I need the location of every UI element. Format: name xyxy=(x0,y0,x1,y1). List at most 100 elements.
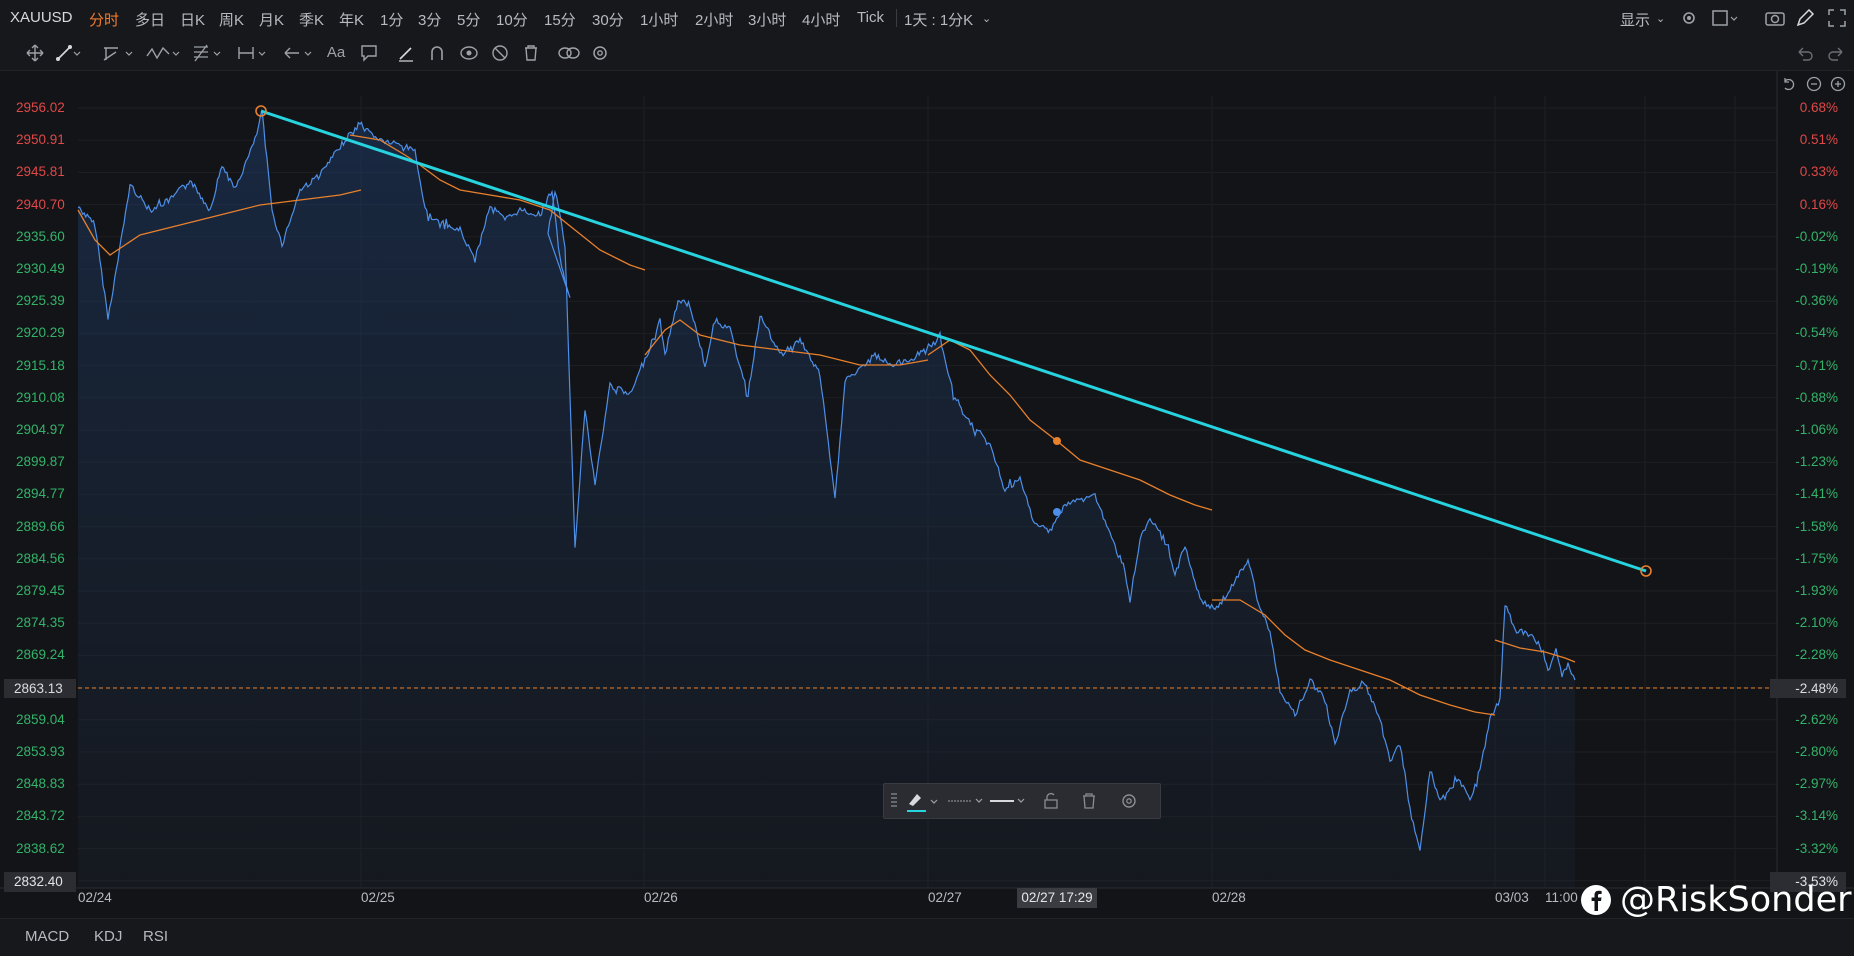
y-tick: 2956.02 xyxy=(16,100,65,115)
pct-tick: -3.14% xyxy=(1795,808,1838,824)
pct-tick: -0.19% xyxy=(1795,261,1838,276)
x-tick: 11:00 xyxy=(1545,890,1578,905)
gear-icon[interactable] xyxy=(591,44,609,62)
x-tick: 02/28 xyxy=(1212,890,1246,905)
pct-tick: -2.10% xyxy=(1795,615,1838,631)
tab-weekly[interactable]: 周K xyxy=(219,12,245,29)
drawing-toolbar: Aa xyxy=(0,36,1854,71)
pct-tick: 0.33% xyxy=(1799,164,1838,180)
pct-tick: -0.36% xyxy=(1795,293,1838,309)
expand-icon[interactable] xyxy=(1828,9,1846,27)
y-tick: 2915.18 xyxy=(16,357,65,373)
low-price-tag: 2832.40 xyxy=(4,872,76,892)
price-chart[interactable] xyxy=(0,71,1854,906)
tab-30min[interactable]: 30分 xyxy=(592,12,624,29)
pct-tick: -1.23% xyxy=(1795,454,1838,470)
measure-tool-icon[interactable] xyxy=(237,44,273,62)
indicator-kdj[interactable]: KDJ xyxy=(94,928,123,945)
tab-daily[interactable]: 日K xyxy=(180,12,206,29)
magnet-icon[interactable] xyxy=(428,44,446,62)
hide-icon[interactable] xyxy=(491,44,509,62)
y-tick: 2945.81 xyxy=(16,164,65,180)
line-style-icon[interactable] xyxy=(946,792,986,810)
pct-tick: -2.62% xyxy=(1795,711,1838,727)
symbol-label[interactable]: XAUUSD xyxy=(10,9,73,26)
tab-quarterly[interactable]: 季K xyxy=(299,12,325,29)
average-line-segment xyxy=(1494,639,1576,663)
y-tick: 2930.49 xyxy=(16,261,65,276)
period-select[interactable]: 1天 : 1分K xyxy=(904,12,974,29)
pct-tick: -2.28% xyxy=(1795,647,1838,663)
trash-icon[interactable] xyxy=(522,44,540,62)
x-tick: 02/26 xyxy=(644,890,678,905)
indicator-bar: MACD KDJ RSI xyxy=(0,918,1854,956)
y-tick: 2843.72 xyxy=(16,808,65,824)
eye-icon[interactable] xyxy=(459,44,479,62)
note-tool-icon[interactable] xyxy=(360,44,378,62)
pct-tick: -0.54% xyxy=(1795,325,1838,341)
tab-3min[interactable]: 3分 xyxy=(418,12,442,29)
y-tick: 2838.62 xyxy=(16,840,65,856)
tab-multiday[interactable]: 多日 xyxy=(135,12,166,29)
indicator-macd[interactable]: MACD xyxy=(25,928,70,945)
pencil-icon[interactable] xyxy=(1795,9,1815,27)
chevron-down-icon[interactable]: ⌄ xyxy=(1656,13,1666,25)
text-tool-icon[interactable]: Aa xyxy=(326,44,346,61)
arrow-tool-icon[interactable] xyxy=(283,44,319,62)
chevron-down-icon[interactable]: ⌄ xyxy=(982,13,992,25)
link-icon[interactable] xyxy=(557,44,581,62)
tab-1min[interactable]: 1分 xyxy=(380,12,404,29)
layout-icon[interactable] xyxy=(1712,9,1738,27)
pct-tick: -1.41% xyxy=(1795,486,1838,502)
tab-3hour[interactable]: 3小时 xyxy=(748,12,787,29)
tab-monthly[interactable]: 月K xyxy=(259,12,285,29)
tab-10min[interactable]: 10分 xyxy=(496,12,528,29)
gear-icon[interactable] xyxy=(1680,9,1698,27)
tab-1hour[interactable]: 1小时 xyxy=(640,12,679,29)
tab-yearly[interactable]: 年K xyxy=(339,12,365,29)
indicator-rsi[interactable]: RSI xyxy=(143,928,169,945)
tab-4hour[interactable]: 4小时 xyxy=(802,12,841,29)
redo-icon[interactable] xyxy=(1828,44,1846,62)
pen-icon[interactable] xyxy=(397,44,415,62)
pct-tick: 0.51% xyxy=(1799,132,1838,148)
tab-intraday[interactable]: 分时 xyxy=(89,12,120,29)
trend-handle-start[interactable] xyxy=(255,105,267,117)
tab-5min[interactable]: 5分 xyxy=(457,12,481,29)
pct-tick: -0.71% xyxy=(1795,357,1838,373)
color-picker-icon[interactable] xyxy=(906,790,942,812)
pct-tick: -1.58% xyxy=(1795,518,1838,534)
wave-tool-icon[interactable] xyxy=(145,44,185,62)
zoom-out-icon[interactable] xyxy=(1806,76,1822,92)
tab-2hour[interactable]: 2小时 xyxy=(695,12,734,29)
drag-handle-icon[interactable] xyxy=(890,792,898,810)
gear-icon[interactable] xyxy=(1120,792,1138,810)
channel-tool-icon[interactable] xyxy=(102,44,138,62)
fib-tool-icon[interactable] xyxy=(192,44,228,62)
trend-line[interactable] xyxy=(260,109,1647,573)
line-tool-icon[interactable] xyxy=(56,44,82,62)
reset-icon[interactable] xyxy=(1781,76,1797,92)
zoom-in-icon[interactable] xyxy=(1830,76,1846,92)
drawing-style-toolbar xyxy=(883,783,1161,819)
x-tick: 02/27 xyxy=(928,890,962,905)
x-tick: 03/03 xyxy=(1495,890,1529,905)
lock-icon[interactable] xyxy=(1042,792,1060,810)
tab-15min[interactable]: 15分 xyxy=(544,12,576,29)
camera-icon[interactable] xyxy=(1765,9,1785,27)
pct-tick: -1.75% xyxy=(1795,550,1838,566)
price-area xyxy=(78,110,1575,889)
trend-handle-end[interactable] xyxy=(1640,565,1652,577)
move-icon[interactable] xyxy=(26,44,44,62)
current-pct-tag: -2.48% xyxy=(1770,679,1846,698)
tab-tick[interactable]: Tick xyxy=(857,9,884,26)
y-tick: 2925.39 xyxy=(16,293,65,309)
display-menu[interactable]: 显示 xyxy=(1620,12,1651,29)
x-tick: 02/24 xyxy=(78,890,112,905)
trash-icon[interactable] xyxy=(1080,792,1098,810)
y-tick: 2879.45 xyxy=(16,583,65,598)
pct-tick: -2.80% xyxy=(1795,744,1838,759)
undo-icon[interactable] xyxy=(1795,44,1813,62)
line-width-icon[interactable] xyxy=(988,792,1028,810)
pct-tick: -0.02% xyxy=(1795,228,1838,244)
